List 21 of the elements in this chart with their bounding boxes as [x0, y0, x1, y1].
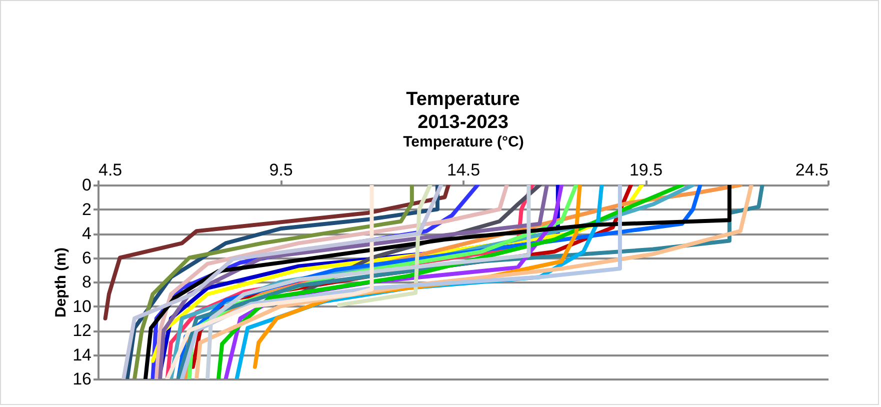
- line-series: [165, 185, 374, 379]
- x-tick-label: 24.5: [795, 160, 828, 180]
- x-tick-label: 4.5: [98, 160, 122, 180]
- x-tick-label: 19.5: [629, 160, 663, 180]
- x-tick-label: 9.5: [269, 160, 293, 180]
- y-tick-label: 0: [82, 176, 92, 194]
- line-series: [336, 185, 432, 308]
- y-axis-title: Depth (m): [52, 248, 70, 318]
- y-tick-label: 12: [72, 321, 92, 340]
- x-tick-label: 14.5: [446, 160, 480, 180]
- y-tick-label: 14: [72, 345, 92, 364]
- chart-subtitle: 2013-2023: [418, 112, 508, 133]
- y-tick-label: 10: [72, 296, 92, 316]
- y-tick-label: 6: [82, 248, 92, 268]
- x-axis-title: Temperature (°C): [403, 134, 524, 150]
- chart-title: Temperature: [406, 89, 520, 110]
- y-tick-label: 4: [82, 224, 92, 243]
- y-tick-label: 2: [82, 200, 92, 219]
- line-series: [103, 185, 450, 320]
- y-tick-label: 8: [82, 272, 92, 292]
- y-tick-label: 16: [72, 370, 92, 388]
